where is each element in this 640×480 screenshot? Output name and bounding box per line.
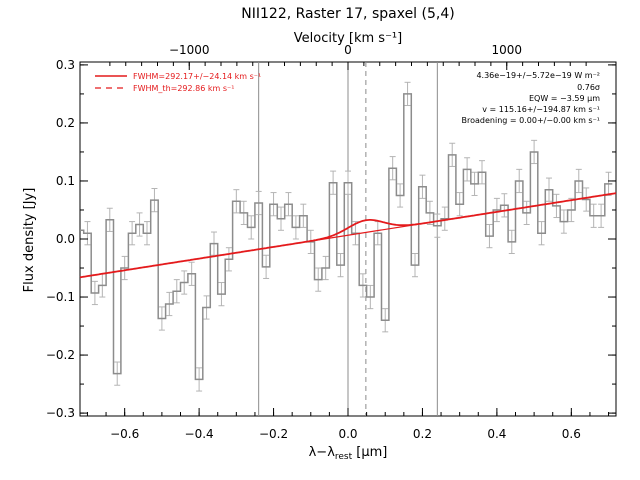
top-tick-label: 1000 xyxy=(491,43,522,57)
top-tick-label: 0 xyxy=(344,43,352,57)
gaussian-fit-line xyxy=(79,192,617,279)
x-tick-label: 0.4 xyxy=(487,427,506,441)
axis-ticks: −0.6 −0.4 −0.2 0.0 0.2 0.4 0.6 −0.3 −0.2 −0.1 0.0 0… xyxy=(46,43,616,441)
y-tick-label: 0.2 xyxy=(56,116,75,130)
reference-lines xyxy=(258,62,438,416)
x-tick-label: 0.6 xyxy=(562,427,581,441)
top-axis-title: Velocity [km s⁻¹] xyxy=(294,31,402,46)
annotation-eqw: EQW = −3.59 μm xyxy=(529,94,600,103)
legend-label-fwhm-th: FWHM_th=292.86 km s⁻¹ xyxy=(133,84,234,93)
continuum-baseline xyxy=(313,223,419,242)
x-tick-label: −0.2 xyxy=(259,427,288,441)
x-tick-label: −0.4 xyxy=(185,427,214,441)
y-tick-label: −0.3 xyxy=(46,406,75,420)
annotation-velocity: v = 115.16+/−194.87 km s⁻¹ xyxy=(482,105,600,114)
x-tick-label: 0.0 xyxy=(338,427,357,441)
annotation-block: 4.36e−19+/−5.72e−19 W m⁻² 0.76σ EQW = −3… xyxy=(462,71,601,125)
x-axis-title-unit: [μm] xyxy=(352,445,387,460)
annotation-sigma: 0.76σ xyxy=(577,83,600,92)
x-axis-title: λ−λrest [μm] xyxy=(309,445,388,462)
spectrum-histogram xyxy=(80,93,613,381)
y-tick-label: 0.1 xyxy=(56,174,75,188)
x-tick-label: 0.2 xyxy=(413,427,432,441)
y-axis-title: Flux density [Jy] xyxy=(22,188,37,293)
plot-area: −0.6 −0.4 −0.2 0.0 0.2 0.4 0.6 −0.3 −0.2 −0.1 0.0 0… xyxy=(46,43,617,441)
y-tick-label: −0.2 xyxy=(46,348,75,362)
y-tick-label: 0.3 xyxy=(56,58,75,72)
top-tick-label: −1000 xyxy=(169,43,210,57)
annotation-flux: 4.36e−19+/−5.72e−19 W m⁻² xyxy=(476,71,600,80)
legend-label-fwhm: FWHM=292.17+/−24.14 km s⁻¹ xyxy=(133,72,261,81)
x-axis-title-subscript: rest xyxy=(335,452,353,462)
y-tick-label: 0.0 xyxy=(56,232,75,246)
x-axis-title-main: λ−λ xyxy=(309,445,336,460)
legend: FWHM=292.17+/−24.14 km s⁻¹ FWHM_th=292.8… xyxy=(95,72,261,93)
chart-title: NII122, Raster 17, spaxel (5,4) xyxy=(241,6,454,22)
x-tick-label: −0.6 xyxy=(110,427,139,441)
annotation-broadening: Broadening = 0.00+/−0.00 km s⁻¹ xyxy=(462,116,600,125)
y-tick-label: −0.1 xyxy=(46,290,75,304)
